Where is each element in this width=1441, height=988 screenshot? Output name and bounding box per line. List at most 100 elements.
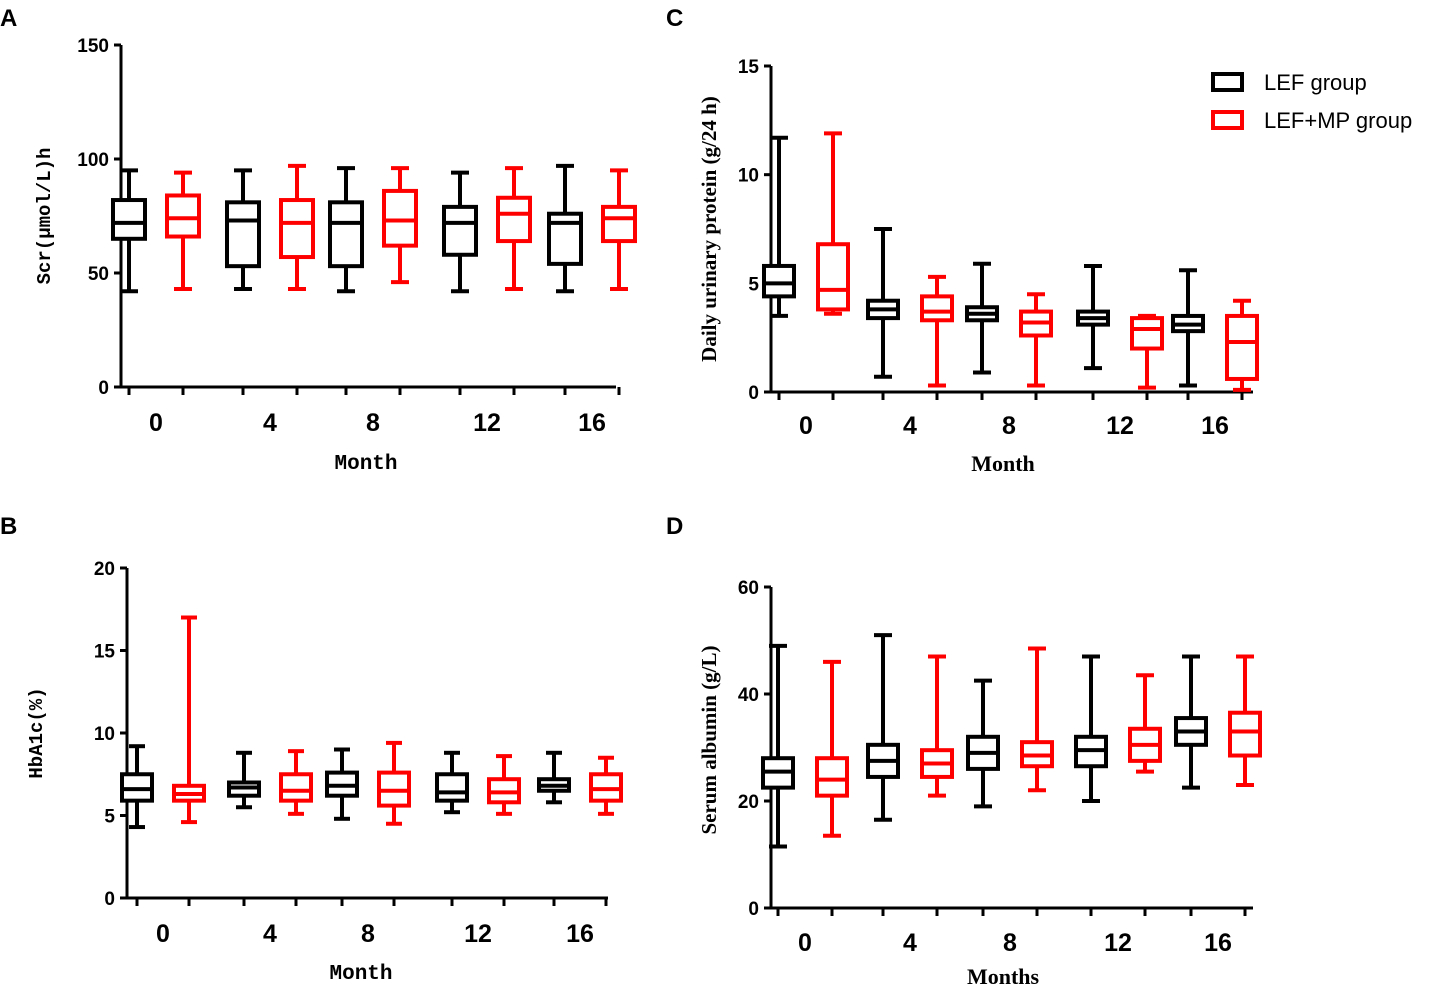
- lef-box-month-0: [120, 744, 154, 830]
- panel-c-y-axis-label: Daily urinary protein (g/24 h): [697, 96, 721, 362]
- lef-mp-box-month-4: [920, 654, 954, 798]
- lef-box-month-0: [111, 168, 147, 294]
- lef-mp-box-month-0: [165, 170, 201, 291]
- lef-mp-box-month-4: [920, 274, 954, 388]
- legend-item-lef: LEF group: [1211, 70, 1367, 95]
- lef-mp-box-month-16: [1228, 654, 1262, 787]
- lef-mp-box-month-0: [172, 615, 206, 825]
- y-tick-label: 20: [738, 792, 759, 813]
- panel-d-y-axis-label: Serum albumin (g/L): [697, 645, 721, 834]
- iqr-box: [435, 772, 469, 803]
- x-tick-label: 12: [1106, 412, 1134, 440]
- lef-mp-box-month-8: [1020, 646, 1054, 793]
- x-tick-label: 16: [566, 920, 594, 948]
- lef-mp-box-month-0: [815, 659, 849, 838]
- y-tick-label: 15: [738, 57, 760, 78]
- y-tick-label: 15: [94, 642, 116, 663]
- lef-mp-box-month-12: [1130, 313, 1164, 390]
- x-tick-label: 4: [903, 412, 917, 440]
- lef-box-month-4: [866, 633, 900, 822]
- panel-label-a: A: [0, 5, 17, 32]
- y-tick-label: 100: [77, 150, 109, 171]
- legend-label-lef: LEF group: [1264, 70, 1367, 95]
- y-tick-label: 60: [738, 578, 759, 599]
- lef-mp-box-month-12: [1128, 673, 1162, 774]
- lef-mp-box-month-8: [382, 166, 418, 285]
- y-tick-label: 40: [738, 685, 759, 706]
- x-tick-label: 8: [1003, 929, 1017, 957]
- x-tick-label: 0: [798, 929, 812, 957]
- lef-box-month-8: [328, 166, 364, 294]
- x-tick-label: 4: [263, 920, 277, 948]
- panel-b-y-axis-label: HbA1c(%): [26, 687, 48, 778]
- panel-a-x-axis-label: Month: [334, 453, 397, 476]
- y-tick-label: 0: [104, 889, 115, 910]
- x-tick-label: 16: [1204, 929, 1232, 957]
- y-tick-label: 5: [104, 807, 115, 828]
- iqr-box: [328, 200, 364, 269]
- iqr-box: [601, 204, 637, 244]
- iqr-box: [111, 198, 147, 241]
- lef-box-month-0: [761, 643, 795, 849]
- panel-label-b: B: [0, 513, 17, 540]
- lef-box-month-12: [1076, 263, 1110, 371]
- iqr-box: [225, 200, 261, 269]
- lef-mp-box-month-12: [496, 166, 532, 291]
- iqr-box: [920, 294, 954, 323]
- y-tick-label: 10: [94, 724, 115, 745]
- iqr-box: [816, 242, 850, 312]
- lef-box-month-16: [1174, 654, 1208, 790]
- lef-mp-box-month-8: [1019, 292, 1053, 388]
- y-tick-label: 150: [77, 36, 109, 57]
- x-tick-label: 0: [799, 412, 813, 440]
- panel-d-plot-area: 0 20 40 60 0 4 8 12 16: [738, 578, 1262, 957]
- x-tick-label: 4: [903, 929, 917, 957]
- lef-box-month-4: [227, 750, 261, 810]
- y-tick-label: 0: [748, 383, 759, 404]
- iqr-box: [1228, 710, 1262, 758]
- iqr-box: [382, 188, 418, 248]
- iqr-box: [1225, 313, 1259, 381]
- lef-mp-box-month-16: [601, 168, 637, 291]
- legend-swatch-lef-mp: [1211, 110, 1244, 130]
- panel-c: C 0 5 10 15 0 4 8 12 16 Daily urinary protein (g…: [666, 5, 1412, 476]
- lef-mp-box-month-12: [487, 754, 521, 816]
- iqr-box: [165, 193, 201, 239]
- lef-mp-box-month-0: [816, 131, 850, 316]
- lef-mp-box-month-8: [377, 740, 411, 826]
- legend-label-lef-mp: LEF+MP group: [1264, 108, 1412, 133]
- lef-box-month-0: [762, 135, 796, 318]
- lef-box-month-8: [966, 678, 1000, 809]
- panel-d-x-axis-label: Months: [967, 964, 1040, 988]
- iqr-box: [1130, 316, 1164, 351]
- y-tick-label: 20: [94, 559, 115, 580]
- lef-box-month-8: [965, 261, 999, 375]
- y-tick-label: 50: [88, 264, 109, 285]
- panel-b-plot-area: 0 5 10 15 20 0 4 8 12 16: [94, 559, 623, 948]
- panel-a-plot-area: 0 50 100 150 0 4 8 12 16: [77, 36, 637, 437]
- lef-box-month-12: [442, 170, 478, 294]
- lef-box-month-12: [1074, 654, 1108, 803]
- lef-box-month-16: [1171, 268, 1205, 388]
- panel-c-plot-area: 0 5 10 15 0 4 8 12 16: [738, 57, 1259, 440]
- y-tick-label: 0: [98, 378, 109, 399]
- x-tick-label: 12: [464, 920, 492, 948]
- panel-b: B 0 5 10 15 20 0 4 8 12 16 HbA1c(%) Month: [0, 513, 623, 986]
- x-tick-label: 16: [1201, 412, 1229, 440]
- legend-swatch-lef: [1211, 72, 1244, 92]
- lef-box-month-16: [547, 163, 583, 294]
- x-tick-label: 12: [1104, 929, 1132, 957]
- legend: LEF group LEF+MP group: [1211, 70, 1412, 133]
- lef-box-month-12: [435, 750, 469, 815]
- lef-box-month-16: [537, 750, 571, 805]
- y-tick-label: 5: [748, 274, 759, 295]
- lef-box-month-8: [325, 747, 359, 821]
- x-tick-label: 8: [366, 409, 380, 437]
- panel-a: A 0 50 100 150 0 4 8 12 16 Scr(μmol/L)h Month: [0, 5, 637, 476]
- lef-mp-box-month-4: [279, 749, 313, 816]
- iqr-box: [496, 195, 532, 244]
- panel-c-x-axis-label: Month: [971, 451, 1035, 476]
- lef-mp-box-month-16: [1225, 298, 1259, 392]
- x-tick-label: 8: [361, 920, 375, 948]
